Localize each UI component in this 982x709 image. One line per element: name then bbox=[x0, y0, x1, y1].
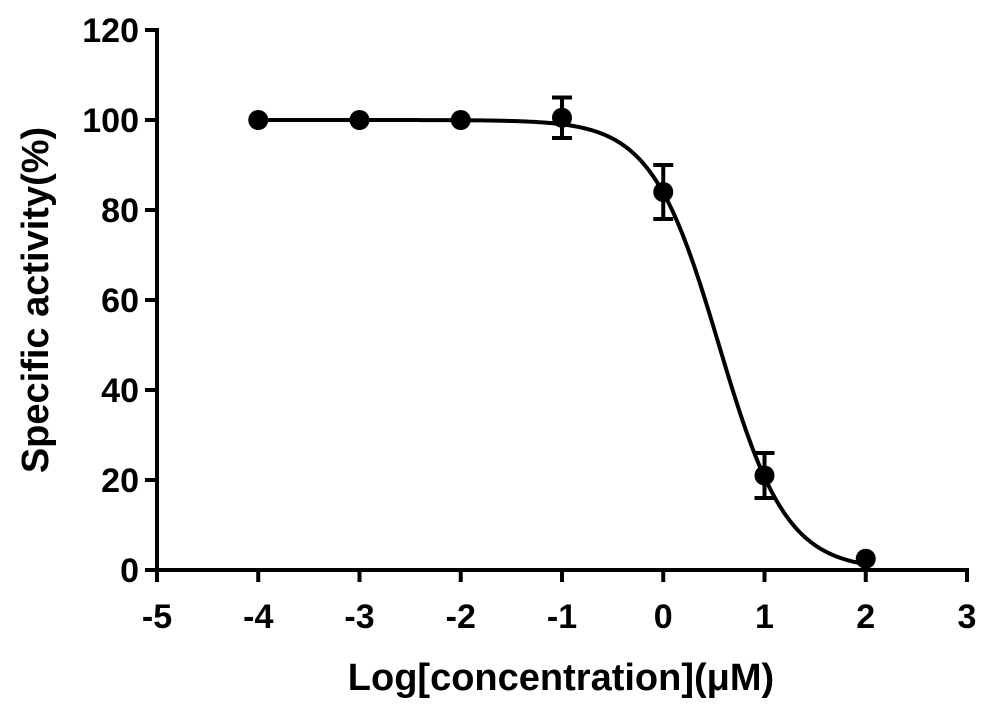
x-axis-title: Log[concentration](μM) bbox=[348, 657, 774, 699]
data-point bbox=[855, 548, 876, 569]
y-tick-label: 0 bbox=[120, 552, 139, 590]
x-tick-label: -5 bbox=[142, 598, 172, 636]
y-tick-label: 80 bbox=[101, 192, 139, 230]
y-tick-label: 40 bbox=[101, 372, 139, 410]
fit-layer bbox=[258, 118, 867, 567]
y-tick-label: 100 bbox=[82, 102, 139, 140]
y-tick-label: 60 bbox=[101, 282, 139, 320]
data-point bbox=[754, 465, 775, 486]
x-tick-label: 2 bbox=[856, 598, 875, 636]
x-tick-label: 3 bbox=[958, 598, 977, 636]
data-point bbox=[552, 107, 572, 128]
axes: 0 20 40 60 80 100 120 -5 -4 -3 -2 -1 0 1 2 3 bbox=[82, 12, 976, 636]
x-tick-label: -4 bbox=[243, 598, 273, 636]
x-tick-label: -1 bbox=[547, 598, 577, 636]
x-tick-label: -2 bbox=[446, 598, 476, 636]
y-tick-label: 120 bbox=[82, 12, 139, 50]
y-tick-label: 20 bbox=[101, 462, 139, 500]
data-point bbox=[248, 110, 269, 130]
data-point bbox=[653, 182, 674, 202]
x-tick-label: 1 bbox=[755, 598, 774, 636]
data-point bbox=[450, 110, 471, 130]
x-tick-label: -3 bbox=[344, 598, 374, 636]
x-tick-label: 0 bbox=[654, 598, 673, 636]
fit-curve bbox=[258, 118, 867, 567]
data-marks bbox=[248, 95, 876, 569]
y-axis-title: Specific activity(%) bbox=[15, 127, 57, 473]
data-point bbox=[349, 110, 370, 130]
